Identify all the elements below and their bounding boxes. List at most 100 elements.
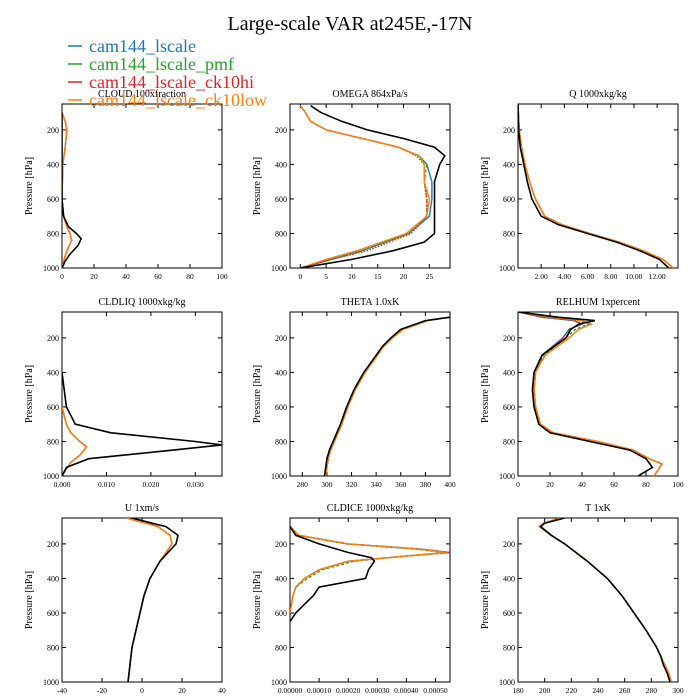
y-tick-label: 200 bbox=[503, 334, 515, 343]
y-axis-label: Pressure [hPa] bbox=[24, 365, 35, 423]
y-tick-label: 800 bbox=[275, 229, 287, 238]
y-tick-label: 1000 bbox=[499, 472, 515, 481]
panel-lines bbox=[125, 518, 179, 682]
y-tick-label: 1000 bbox=[43, 264, 59, 273]
y-tick-label: 600 bbox=[503, 403, 515, 412]
y-tick-label: 1000 bbox=[271, 678, 287, 687]
panel-frame bbox=[61, 311, 223, 477]
y-tick-label: 800 bbox=[503, 437, 515, 446]
y-tick-label: 400 bbox=[47, 368, 59, 377]
y-tick-label: 800 bbox=[503, 229, 515, 238]
x-tick-label: 0.030 bbox=[187, 480, 204, 489]
x-tick-label: -20 bbox=[97, 686, 107, 695]
panel-title: U 1xm/s bbox=[125, 503, 159, 514]
y-tick-label: 600 bbox=[275, 609, 287, 618]
y-tick-label: 200 bbox=[47, 540, 59, 549]
y-tick-label: 400 bbox=[503, 368, 515, 377]
x-tick-label: 40 bbox=[578, 480, 586, 489]
legend: cam144_lscalecam144_lscale_pmfcam144_lsc… bbox=[68, 36, 267, 110]
y-tick-label: 400 bbox=[275, 160, 287, 169]
panel-title: CLDICE 1000xkg/kg bbox=[327, 503, 413, 514]
x-tick-label: 0.00000 bbox=[278, 686, 303, 695]
obs-line bbox=[300, 105, 446, 268]
x-tick-label: 12.00 bbox=[649, 272, 666, 281]
obs-line bbox=[539, 518, 671, 682]
panel-lines bbox=[518, 312, 664, 476]
legend-label: cam144_lscale_pmf bbox=[89, 54, 234, 74]
x-tick-label: 0 bbox=[60, 272, 64, 281]
panel-frame bbox=[289, 517, 451, 683]
x-tick-label: 240 bbox=[592, 686, 604, 695]
panel-frame bbox=[517, 103, 679, 269]
y-tick-label: 1000 bbox=[499, 264, 515, 273]
panel-8: CLDICE 1000xkg/kg Pressure [hPa] 200 400 600… bbox=[252, 503, 451, 695]
x-tick-label: 100 bbox=[672, 480, 684, 489]
y-tick-label: 200 bbox=[503, 540, 515, 549]
x-tick-label: 100 bbox=[216, 272, 228, 281]
y-tick-label: 800 bbox=[47, 643, 59, 652]
panel-frame bbox=[517, 311, 679, 477]
x-tick-label: 25 bbox=[426, 272, 434, 281]
y-axis-label: Pressure [hPa] bbox=[480, 157, 491, 215]
x-tick-label: 280 bbox=[297, 480, 309, 489]
legend-label: cam144_lscale bbox=[89, 36, 196, 56]
x-tick-label: 0.00020 bbox=[336, 686, 361, 695]
y-tick-label: 600 bbox=[275, 403, 287, 412]
x-tick-label: 300 bbox=[672, 686, 684, 695]
y-tick-label: 600 bbox=[503, 195, 515, 204]
series-line-cam144_lscale_ck10low bbox=[62, 406, 88, 476]
y-axis-label: Pressure [hPa] bbox=[252, 365, 263, 423]
series-line-cam144_lscale_ck10low bbox=[518, 312, 664, 476]
x-tick-label: 320 bbox=[346, 480, 358, 489]
series-line-cam144_lscale_ck10low bbox=[290, 526, 448, 614]
y-tick-label: 1000 bbox=[271, 472, 287, 481]
x-tick-label: 40 bbox=[218, 686, 226, 695]
x-tick-label: 0.00030 bbox=[365, 686, 390, 695]
x-tick-label: 260 bbox=[619, 686, 631, 695]
x-tick-label: 60 bbox=[154, 272, 162, 281]
y-tick-label: 200 bbox=[275, 540, 287, 549]
y-tick-label: 800 bbox=[275, 437, 287, 446]
y-tick-label: 200 bbox=[47, 334, 59, 343]
x-tick-label: 0.00050 bbox=[423, 686, 448, 695]
y-axis-label: Pressure [hPa] bbox=[252, 571, 263, 629]
x-tick-label: 340 bbox=[371, 480, 383, 489]
x-tick-label: 0 bbox=[298, 272, 302, 281]
x-tick-label: 0.020 bbox=[142, 480, 159, 489]
y-tick-label: 400 bbox=[503, 160, 515, 169]
y-tick-label: 600 bbox=[47, 609, 59, 618]
x-tick-label: 40 bbox=[122, 272, 130, 281]
y-tick-label: 600 bbox=[47, 195, 59, 204]
x-tick-label: 8.00 bbox=[604, 272, 617, 281]
y-axis-label: Pressure [hPa] bbox=[252, 157, 263, 215]
y-tick-label: 400 bbox=[503, 574, 515, 583]
y-tick-label: 1000 bbox=[43, 678, 59, 687]
x-tick-label: 0 bbox=[516, 480, 520, 489]
x-tick-label: 0.000 bbox=[54, 480, 71, 489]
panel-title: RELHUM 1xpercent bbox=[556, 297, 640, 308]
x-tick-label: 20 bbox=[90, 272, 98, 281]
panel-4: CLDLIQ 1000xkg/kg Pressure [hPa] 200 400 600… bbox=[24, 297, 223, 489]
y-tick-label: 200 bbox=[503, 126, 515, 135]
x-tick-label: 10.00 bbox=[626, 272, 643, 281]
y-axis-label: Pressure [hPa] bbox=[24, 571, 35, 629]
x-tick-label: 0.010 bbox=[98, 480, 115, 489]
panel-lines bbox=[538, 518, 672, 682]
obs-line bbox=[127, 518, 179, 682]
series-line-cam144_lscale_ck10low bbox=[325, 316, 450, 476]
panel-title: OMEGA 864xPa/s bbox=[332, 89, 407, 100]
y-tick-label: 600 bbox=[47, 403, 59, 412]
series-line-cam144_lscale_ck10low bbox=[518, 104, 674, 268]
y-tick-label: 200 bbox=[47, 126, 59, 135]
x-tick-label: 80 bbox=[186, 272, 194, 281]
y-tick-label: 200 bbox=[275, 334, 287, 343]
x-tick-label: 60 bbox=[610, 480, 618, 489]
x-tick-label: 380 bbox=[420, 480, 432, 489]
y-tick-label: 200 bbox=[275, 126, 287, 135]
x-tick-label: 2.00 bbox=[535, 272, 548, 281]
